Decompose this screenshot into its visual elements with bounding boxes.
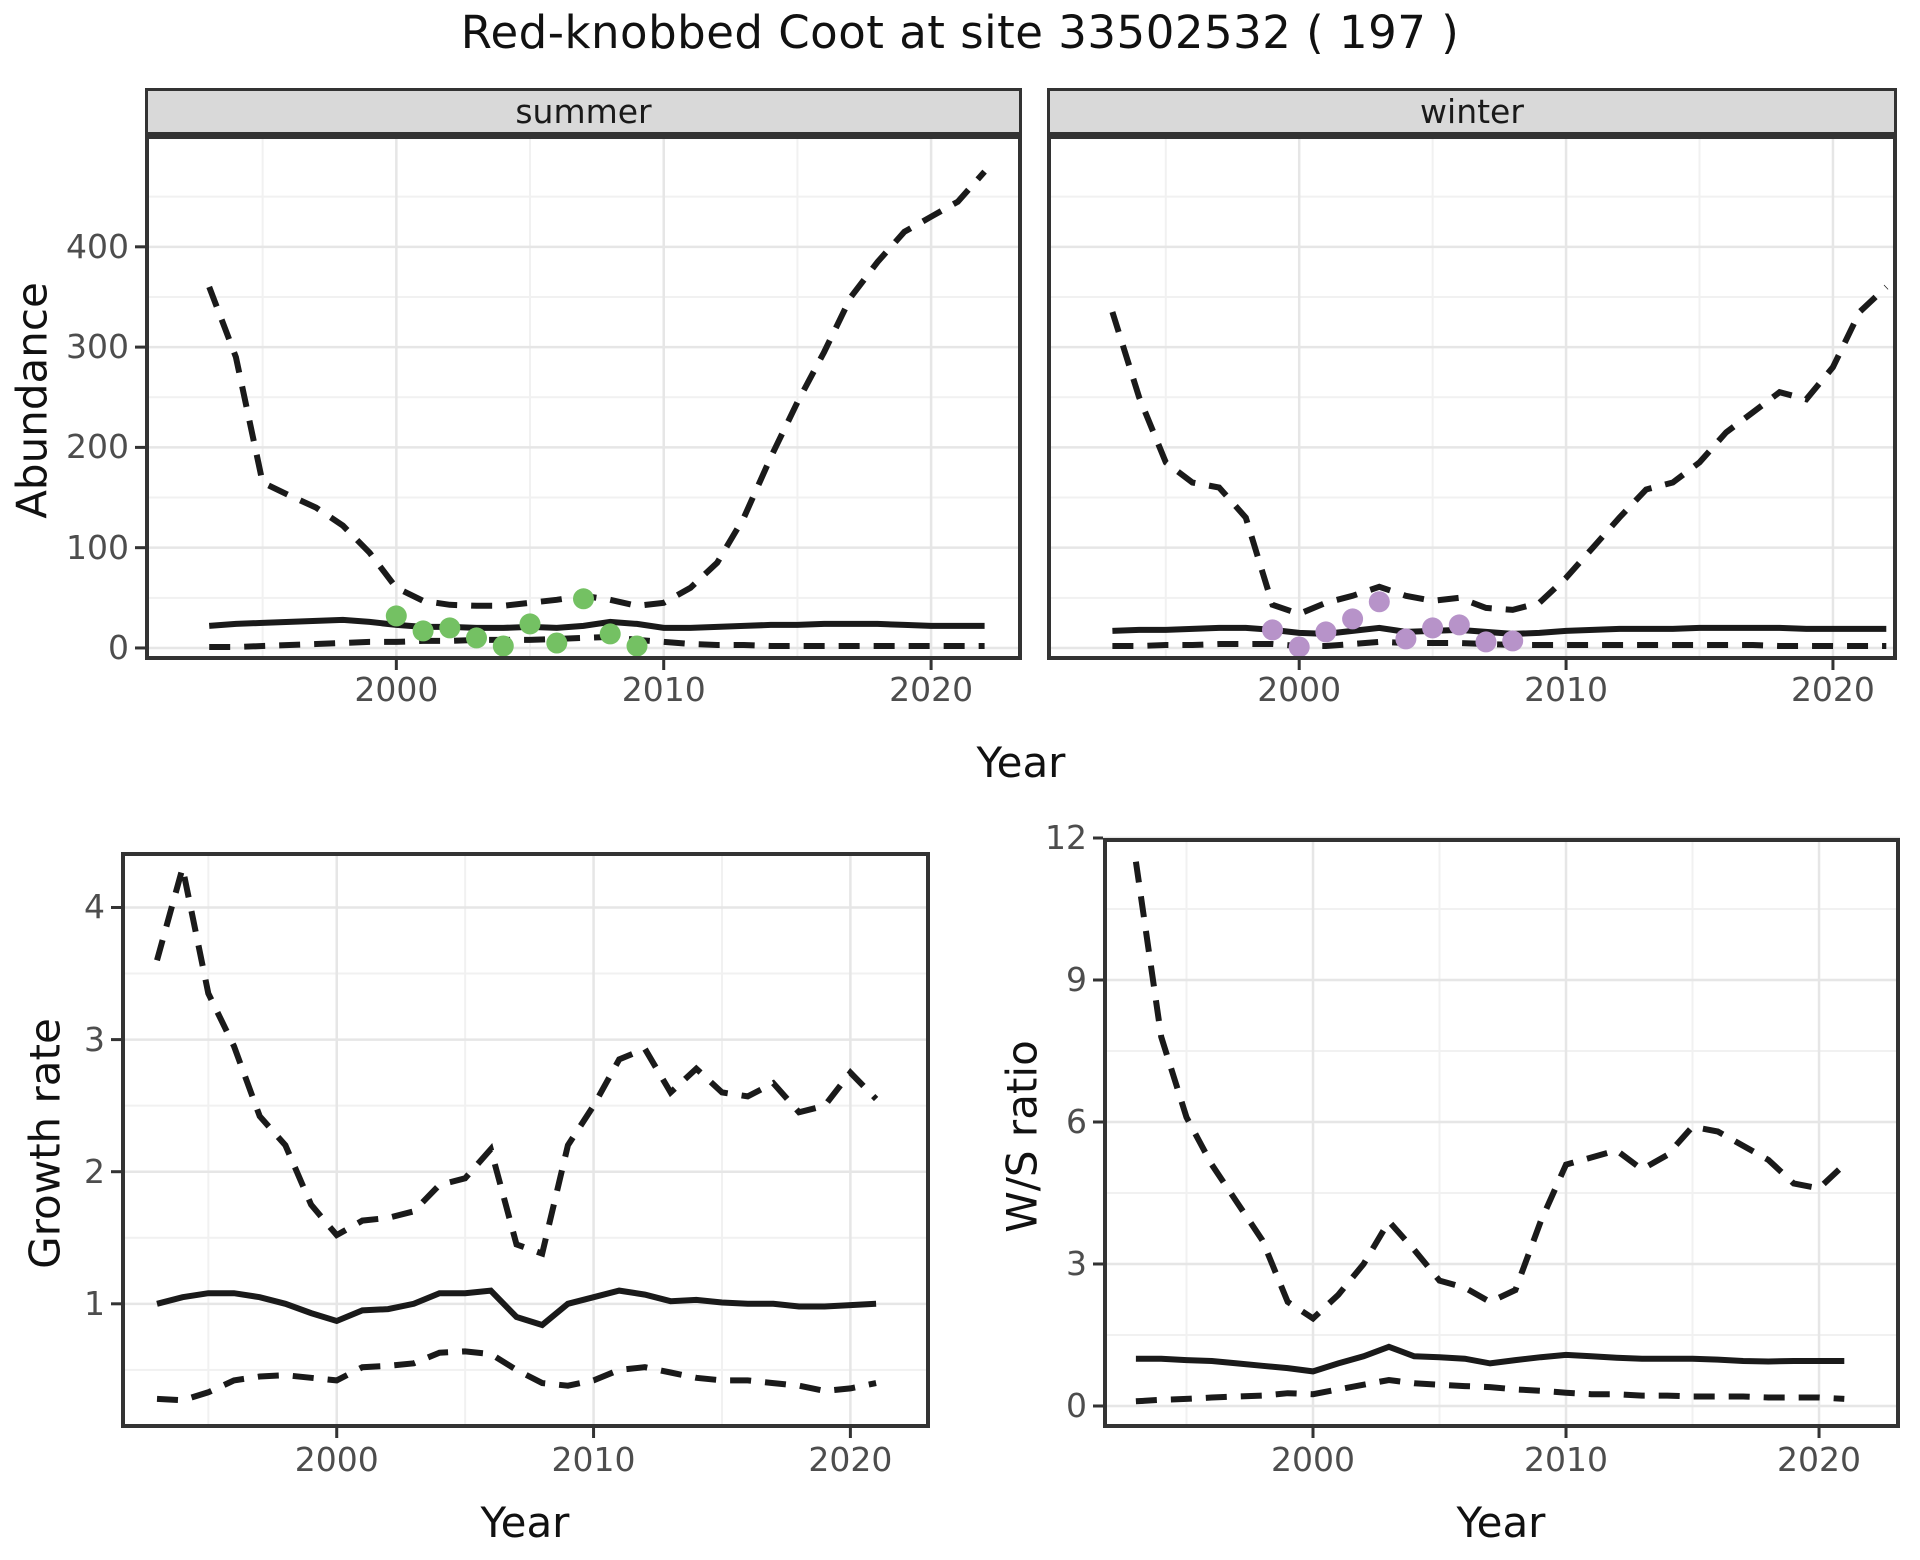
- data-point-observed_counts_winter: [1422, 617, 1444, 639]
- facet-strip-winter: winter: [1047, 88, 1897, 135]
- x-tick-label: 2000: [1257, 670, 1342, 709]
- x-tick-label: 2020: [1790, 670, 1875, 709]
- panel-growth-rate: [111, 852, 930, 1438]
- data-point-observed_counts_winter: [1475, 631, 1497, 653]
- series-lower_ci-abundance-winter: [1112, 638, 1887, 649]
- data-point-observed_counts_summer: [573, 588, 594, 610]
- facet-strip-summer: summer: [145, 88, 1022, 135]
- series-upper_ci-growth-rate: [154, 867, 879, 1258]
- series-median-ws-ratio: [1135, 1343, 1845, 1375]
- data-point-observed_counts_summer: [412, 620, 434, 642]
- data-point-observed_counts_winter: [1315, 621, 1337, 643]
- x-tick-label: 2000: [1271, 1440, 1355, 1479]
- y-tick-label: 3: [84, 1019, 105, 1059]
- series-median-growth-rate: [156, 1287, 877, 1329]
- y-tick-label: 12: [1045, 818, 1087, 857]
- page-title: Red-knobbed Coot at site 33502532 ( 197 …: [460, 6, 1460, 59]
- series-median-abundance-winter: [1112, 624, 1887, 637]
- data-point-observed_counts_summer: [492, 635, 514, 657]
- x-tick-label: 2000: [294, 1440, 379, 1479]
- data-point-observed_counts_summer: [546, 632, 568, 654]
- data-point-observed_counts_summer: [599, 623, 621, 645]
- data-point-observed_counts_summer: [626, 635, 648, 657]
- y-tick-label: 400: [66, 226, 129, 266]
- x-axis-title-year-ws: Year: [1456, 1498, 1546, 1547]
- y-tick-label: 2: [84, 1151, 105, 1191]
- series-median-abundance-summer: [208, 616, 985, 631]
- data-point-observed_counts_winter: [1262, 619, 1283, 641]
- data-point-observed_counts_winter: [1395, 628, 1417, 650]
- data-point-observed_counts_winter: [1342, 608, 1364, 630]
- x-tick-label: 2020: [1777, 1440, 1862, 1479]
- y-tick-label: 200: [66, 427, 129, 467]
- y-tick-label: 0: [108, 627, 129, 667]
- x-tick-label: 2010: [621, 670, 706, 709]
- y-tick-label: 300: [66, 327, 129, 367]
- data-point-observed_counts_summer: [466, 627, 487, 649]
- data-point-observed_counts_summer: [519, 613, 541, 635]
- y-tick-label: 9: [1066, 959, 1087, 999]
- series-upper_ci-abundance-winter: [1109, 284, 1889, 618]
- y-tick-label: 3: [1066, 1243, 1087, 1283]
- series-lower_ci-growth-rate: [156, 1348, 877, 1404]
- x-axis-title-year-growth: Year: [480, 1498, 570, 1547]
- x-tick-label: 2000: [354, 670, 439, 709]
- series-lower_ci-abundance-summer: [209, 633, 985, 650]
- x-tick-label: 2010: [1524, 670, 1609, 709]
- series-lower_ci-ws-ratio: [1135, 1376, 1845, 1405]
- facet-strip-summer-label: summer: [515, 92, 652, 131]
- series-upper_ci-ws-ratio: [1132, 861, 1847, 1323]
- data-point-observed_counts_winter: [1368, 591, 1390, 613]
- y-tick-label: 100: [66, 527, 129, 567]
- data-point-observed_counts_winter: [1448, 614, 1470, 636]
- y-tick-label: 4: [84, 887, 105, 927]
- data-point-observed_counts_summer: [385, 605, 407, 627]
- panel-abundance-winter: [1047, 135, 1897, 670]
- data-point-observed_counts_winter: [1288, 636, 1310, 658]
- panel-ws-ratio: [1093, 836, 1900, 1438]
- facet-strip-winter-label: winter: [1420, 92, 1524, 131]
- series-upper_ci-abundance-summer: [206, 169, 987, 609]
- data-point-observed_counts_winter: [1502, 630, 1524, 652]
- x-tick-label: 2010: [551, 1440, 636, 1479]
- y-tick-label: 1: [84, 1283, 105, 1323]
- panel-abundance-summer: [135, 135, 1022, 670]
- data-point-observed_counts_summer: [439, 617, 461, 639]
- x-tick-label: 2020: [808, 1440, 893, 1479]
- x-tick-label: 2020: [889, 670, 974, 709]
- x-tick-label: 2010: [1524, 1440, 1608, 1479]
- y-tick-label: 0: [1066, 1385, 1087, 1425]
- x-axis-title-year-top: Year: [976, 738, 1066, 787]
- y-tick-label: 6: [1066, 1101, 1087, 1141]
- y-axis-title-abundance: Abundance: [7, 282, 57, 519]
